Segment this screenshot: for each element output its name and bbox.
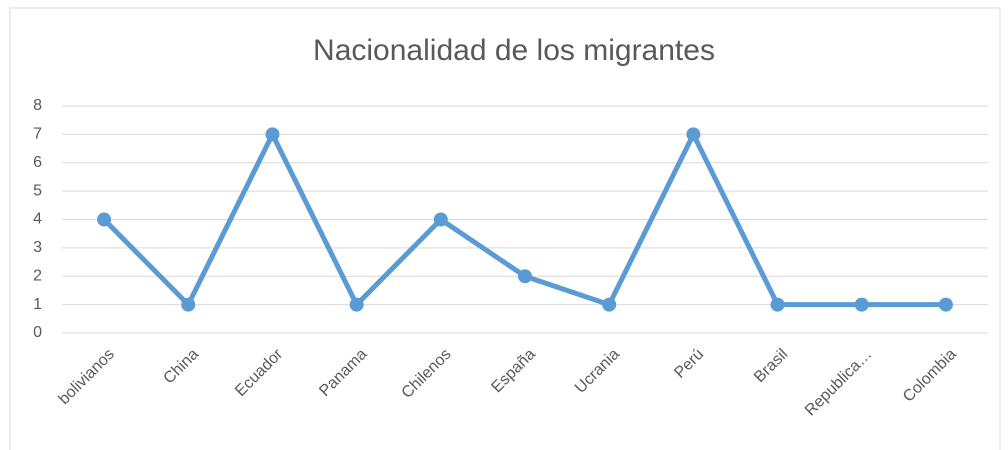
- y-tick-label: 3: [33, 239, 42, 256]
- x-tick-label: Colombia: [900, 346, 960, 406]
- y-tick-label: 2: [33, 267, 42, 284]
- y-tick-label: 7: [33, 126, 42, 143]
- x-tick-label: China: [160, 346, 202, 388]
- marker: [854, 297, 869, 312]
- x-tick-label: Brasil: [751, 346, 791, 386]
- x-tick-label: Panama: [316, 346, 370, 400]
- marker: [686, 127, 701, 142]
- marker: [97, 212, 112, 227]
- x-tick-label: Ucrania: [572, 346, 623, 397]
- marker: [938, 297, 953, 312]
- marker: [433, 212, 448, 227]
- x-tick-label: Chilenos: [399, 346, 455, 402]
- x-tick-label: Ecuador: [232, 345, 287, 400]
- y-tick-label: 4: [33, 211, 42, 228]
- y-tick-label: 5: [33, 182, 42, 199]
- chart-title: Nacionalidad de los migrantes: [313, 34, 715, 67]
- y-tick-label: 8: [33, 97, 42, 114]
- marker: [770, 297, 785, 312]
- y-tick-label: 6: [33, 154, 42, 171]
- x-tick-label: España: [488, 346, 538, 396]
- marker: [181, 297, 196, 312]
- marker: [349, 297, 364, 312]
- marker: [265, 127, 280, 142]
- x-tick-label: Perú: [671, 346, 707, 382]
- marker: [602, 297, 617, 312]
- chart-border: [9, 7, 1001, 450]
- y-tick-label: 0: [33, 324, 42, 341]
- x-tick-label: Republica…: [802, 346, 876, 420]
- y-tick-label: 1: [33, 296, 42, 313]
- marker: [518, 269, 532, 284]
- x-tick-label: bolivianos: [56, 346, 118, 408]
